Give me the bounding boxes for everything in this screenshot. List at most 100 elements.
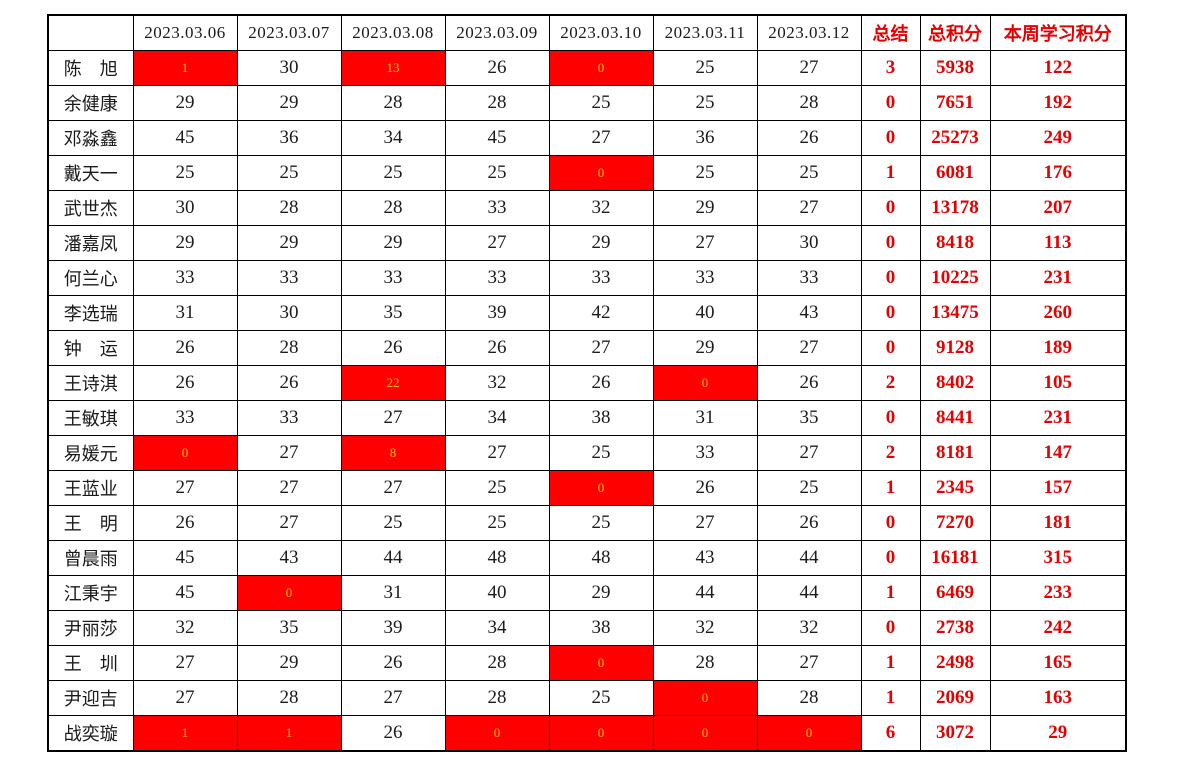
score-cell: 29: [340, 225, 446, 261]
score-cell: 27: [756, 645, 862, 681]
total-points-cell: 13475: [919, 295, 991, 331]
score-cell: 28: [444, 85, 550, 121]
score-cell: 29: [652, 190, 758, 226]
date-column-header: 2023.03.08: [340, 14, 446, 51]
summary-count-cell: 0: [860, 610, 921, 646]
highlighted-score-cell: 1: [236, 715, 342, 752]
score-cell: 26: [652, 470, 758, 506]
table-row: 李选瑞 31 30 35 39 42 40 43 0 13475 260: [47, 295, 1127, 331]
table-body: 陈 旭 1 30 13 26 0 25 27 3 5938 122 余健康 29 29 28 28 25 25 28…: [47, 50, 1127, 752]
score-cell: 48: [548, 540, 654, 576]
student-name: 曾晨雨: [47, 540, 134, 576]
week-points-cell: 157: [989, 470, 1127, 506]
total-points-cell: 6081: [919, 155, 991, 191]
score-cell: 44: [756, 575, 862, 611]
highlighted-score-cell: 0: [548, 50, 654, 86]
score-cell: 29: [236, 645, 342, 681]
table-row: 战奕璇 1 1 26 0 0 0 0 6 3072 29: [47, 715, 1127, 752]
total-points-cell: 2069: [919, 680, 991, 716]
week-points-cell: 105: [989, 365, 1127, 401]
week-points-cell: 315: [989, 540, 1127, 576]
score-cell: 27: [548, 120, 654, 156]
score-cell: 26: [236, 365, 342, 401]
score-cell: 43: [652, 540, 758, 576]
score-cell: 34: [444, 400, 550, 436]
total-points-cell: 8418: [919, 225, 991, 261]
week-points-cell: 242: [989, 610, 1127, 646]
score-cell: 27: [548, 330, 654, 366]
student-name: 邓淼鑫: [47, 120, 134, 156]
table-row: 尹丽莎 32 35 39 34 38 32 32 0 2738 242: [47, 610, 1127, 646]
score-cell: 28: [444, 645, 550, 681]
total-points-cell: 6469: [919, 575, 991, 611]
score-table-container: 2023.03.06 2023.03.07 2023.03.08 2023.03.09…: [47, 14, 1127, 752]
score-cell: 28: [652, 645, 758, 681]
student-name: 王 明: [47, 505, 134, 541]
student-name: 王蓝业: [47, 470, 134, 506]
score-cell: 45: [132, 120, 238, 156]
weekly-score-table: 2023.03.06 2023.03.07 2023.03.08 2023.03.09…: [47, 14, 1127, 752]
week-points-cell: 165: [989, 645, 1127, 681]
student-name: 王 圳: [47, 645, 134, 681]
score-cell: 27: [756, 330, 862, 366]
score-cell: 36: [652, 120, 758, 156]
score-cell: 38: [548, 400, 654, 436]
header-row: 2023.03.06 2023.03.07 2023.03.08 2023.03.09…: [47, 14, 1127, 51]
week-points-cell: 249: [989, 120, 1127, 156]
score-cell: 27: [444, 435, 550, 471]
table-row: 陈 旭 1 30 13 26 0 25 27 3 5938 122: [47, 50, 1127, 86]
highlighted-score-cell: 0: [548, 715, 654, 752]
score-cell: 28: [444, 680, 550, 716]
table-row: 潘嘉凤 29 29 29 27 29 27 30 0 8418 113: [47, 225, 1127, 261]
score-cell: 33: [548, 260, 654, 296]
score-cell: 35: [756, 400, 862, 436]
score-cell: 31: [652, 400, 758, 436]
summary-count-cell: 0: [860, 400, 921, 436]
date-column-header: 2023.03.11: [652, 14, 758, 51]
score-cell: 26: [548, 365, 654, 401]
score-cell: 26: [756, 120, 862, 156]
highlighted-score-cell: 0: [236, 575, 342, 611]
table-row: 钟 运 26 28 26 26 27 29 27 0 9128 189: [47, 330, 1127, 366]
score-cell: 25: [444, 155, 550, 191]
total-points-cell: 9128: [919, 330, 991, 366]
score-cell: 31: [340, 575, 446, 611]
student-name: 余健康: [47, 85, 134, 121]
score-cell: 30: [236, 50, 342, 86]
score-cell: 29: [132, 85, 238, 121]
score-cell: 36: [236, 120, 342, 156]
table-row: 戴天一 25 25 25 25 0 25 25 1 6081 176: [47, 155, 1127, 191]
score-cell: 27: [340, 680, 446, 716]
summary-count-cell: 0: [860, 225, 921, 261]
highlighted-score-cell: 0: [132, 435, 238, 471]
score-cell: 40: [652, 295, 758, 331]
score-cell: 39: [340, 610, 446, 646]
score-cell: 25: [756, 470, 862, 506]
corner-cell: [47, 14, 134, 51]
table-row: 余健康 29 29 28 28 25 25 28 0 7651 192: [47, 85, 1127, 121]
student-name: 江秉宇: [47, 575, 134, 611]
score-cell: 25: [548, 435, 654, 471]
score-cell: 33: [340, 260, 446, 296]
week-points-cell: 113: [989, 225, 1127, 261]
score-cell: 26: [340, 715, 446, 752]
student-name: 何兰心: [47, 260, 134, 296]
score-cell: 29: [652, 330, 758, 366]
highlighted-score-cell: 22: [340, 365, 446, 401]
score-cell: 30: [756, 225, 862, 261]
highlighted-score-cell: 0: [756, 715, 862, 752]
table-header: 2023.03.06 2023.03.07 2023.03.08 2023.03.09…: [47, 14, 1127, 51]
score-cell: 27: [652, 505, 758, 541]
total-points-cell: 10225: [919, 260, 991, 296]
score-cell: 34: [444, 610, 550, 646]
score-cell: 25: [548, 680, 654, 716]
total-points-cell: 8441: [919, 400, 991, 436]
score-cell: 25: [340, 155, 446, 191]
table-row: 江秉宇 45 0 31 40 29 44 44 1 6469 233: [47, 575, 1127, 611]
score-cell: 44: [756, 540, 862, 576]
highlighted-score-cell: 0: [652, 365, 758, 401]
score-cell: 33: [652, 260, 758, 296]
summary-column-header: 本周学习积分: [989, 14, 1127, 51]
table-row: 邓淼鑫 45 36 34 45 27 36 26 0 25273 249: [47, 120, 1127, 156]
summary-count-cell: 2: [860, 365, 921, 401]
